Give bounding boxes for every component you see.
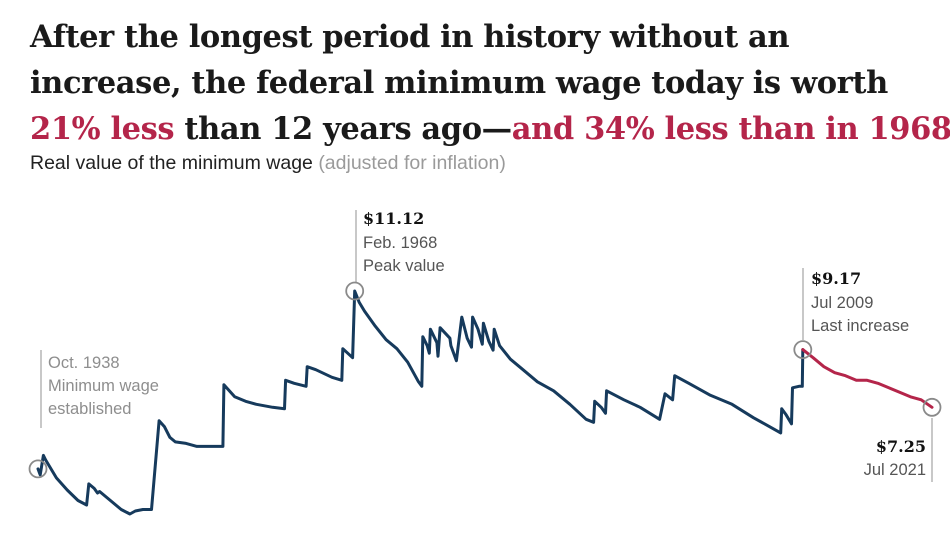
peak-marker <box>345 281 365 301</box>
last-increase-caption: Last increase <box>811 317 909 335</box>
end-date-label: Jul 2021 <box>864 461 926 479</box>
peak-value-label: $11.12 <box>363 209 424 228</box>
last-increase-marker <box>793 340 813 360</box>
annotation-peak: $11.12 Feb. 1968 Peak value <box>355 209 445 282</box>
peak-date-label: Feb. 1968 <box>363 234 437 252</box>
last-increase-date-label: Jul 2009 <box>811 294 873 312</box>
subtitle-note: (adjusted for inflation) <box>318 152 506 174</box>
headline-line-2: increase, the federal minimum wage today… <box>30 65 888 101</box>
start-marker <box>28 459 48 479</box>
headline-line-3-middle: than 12 years ago— <box>174 111 512 147</box>
headline-highlight-21pct: 21% less <box>30 111 175 147</box>
series-line-1938-2009 <box>36 289 805 516</box>
end-marker <box>922 397 942 417</box>
annotation-end: $7.25 Jul 2021 <box>864 418 933 482</box>
last-increase-value-label: $9.17 <box>811 269 861 288</box>
headline-line-1: After the longest period in history with… <box>30 19 790 55</box>
start-caption-line2: established <box>48 400 131 418</box>
start-caption-line1: Minimum wage <box>48 377 159 395</box>
end-value-label: $7.25 <box>876 437 926 456</box>
subtitle-main: Real value of the minimum wage <box>30 152 313 174</box>
plot-area <box>28 281 942 516</box>
headline-line-3: 21% less than 12 years ago—and 34% less … <box>30 106 950 152</box>
peak-caption: Peak value <box>363 257 445 275</box>
headline-highlight-34pct: and 34% less than in 1968. <box>511 111 950 147</box>
annotation-last-increase: $9.17 Jul 2009 Last increase <box>802 268 909 340</box>
chart-subtitle: Real value of the minimum wage (adjusted… <box>30 152 506 175</box>
headline: After the longest period in history with… <box>30 14 950 152</box>
annotation-start: Oct. 1938 Minimum wage established <box>40 350 159 428</box>
start-date-label: Oct. 1938 <box>48 354 120 372</box>
series-line-2009-2021 <box>801 348 934 409</box>
